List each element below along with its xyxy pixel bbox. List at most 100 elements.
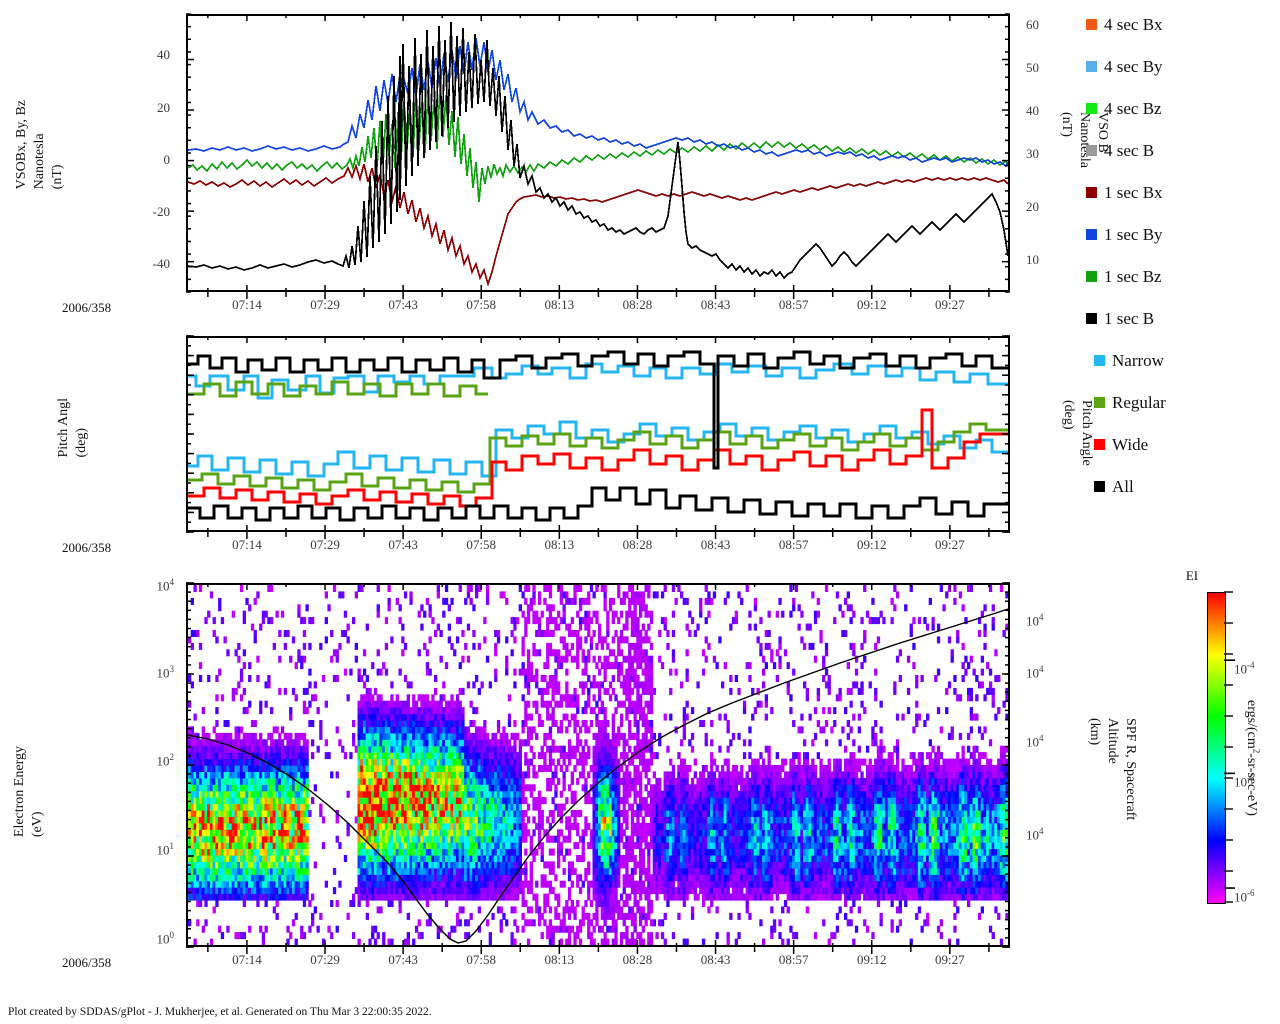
pitch-angle-plot-canvas <box>188 350 1008 522</box>
xtick-08-13: 08:13 <box>544 297 575 312</box>
colorbar-tick-1e-4: 10-4 <box>1234 660 1255 677</box>
p3-day-label: 2006/358 <box>62 955 112 970</box>
legend-item-10[interactable]: Wide <box>1094 434 1276 455</box>
magnetic-field-plot-frame <box>186 14 1010 292</box>
colorbar-ticks <box>1224 591 1235 903</box>
colorbar-tick-1e-5: 10-5 <box>1234 773 1255 790</box>
p3-alt-tick-1: 104 <box>1026 612 1044 629</box>
legend-item-3[interactable]: 4 sec B <box>1086 140 1276 161</box>
p3-ytick-1e3: 103 <box>156 664 175 681</box>
legend-label-4sec-b: 4 sec B <box>1104 140 1155 160</box>
legend-label-narrow: Narrow <box>1112 350 1164 370</box>
xtick-07-14: 07:14 <box>232 952 262 967</box>
xtick-08-28: 08:28 <box>622 297 653 312</box>
p1-ytick-right-10: 10 <box>1026 252 1039 267</box>
legend-item-1[interactable]: 4 sec By <box>1086 56 1276 77</box>
xtick-07-43: 07:43 <box>388 952 418 967</box>
p3-right-axis-line3: (km) <box>1087 718 1102 746</box>
p3-alt-tick-2: 104 <box>1026 664 1044 681</box>
legend-label-1sec-by: 1 sec By <box>1104 224 1163 244</box>
p1-ytick-left-40: 40 <box>157 47 170 62</box>
legend-item-4[interactable]: 1 sec Bx <box>1086 182 1276 203</box>
footer-credit: Plot created by SDDAS/gPlot - J. Mukherj… <box>8 1006 432 1018</box>
p1-left-axis-line3: (nT) <box>50 164 65 190</box>
legend-item-7[interactable]: 1 sec B <box>1086 308 1276 329</box>
xtick-07-14: 07:14 <box>232 297 262 312</box>
legend-label-1sec-bz: 1 sec Bz <box>1104 266 1162 286</box>
series-narrow <box>188 362 1008 400</box>
xtick-07-58: 07:58 <box>466 297 497 312</box>
legend-swatch-narrow <box>1094 355 1105 366</box>
p3-right-axis-title: (km) Altitude SPF R, Spacecraft <box>1086 718 1138 820</box>
series-regular-hi <box>188 380 488 398</box>
xtick-08-13: 08:13 <box>544 537 575 552</box>
colorbar <box>1207 592 1226 904</box>
xtick-09-27: 09:27 <box>935 952 965 967</box>
xtick-09-12: 09:12 <box>856 952 887 967</box>
series-1sec-b <box>188 21 1008 280</box>
legend-label-4sec-bx: 4 sec Bx <box>1104 14 1163 34</box>
legend-item-6[interactable]: 1 sec Bz <box>1086 266 1276 287</box>
xtick-09-27: 09:27 <box>935 297 965 312</box>
legend-item-11[interactable]: All <box>1094 476 1276 497</box>
p3-ytick-1e0: 100 <box>156 930 175 947</box>
p2-left-axis-title: Pitch Angl (deg) <box>56 398 90 458</box>
legend-item-8[interactable]: Narrow <box>1094 350 1276 371</box>
p2-left-axis-line2: (deg) <box>74 427 89 458</box>
p3-left-axis-line2: (eV) <box>30 811 45 838</box>
legend-swatch-wide <box>1094 439 1105 450</box>
xtick-07-58: 07:58 <box>466 537 497 552</box>
xtick-08-28: 08:28 <box>622 537 653 552</box>
p2-right-axis-line2: (deg) <box>1061 400 1076 430</box>
p3-right-axis-line2: Altitude <box>1105 718 1120 764</box>
legend-label-all: All <box>1112 476 1134 496</box>
p1-ytick-left--20: -20 <box>152 204 170 219</box>
legend-item-0[interactable]: 4 sec Bx <box>1086 14 1276 35</box>
p1-right-axis-line1: VSO B <box>1095 112 1110 153</box>
xtick-09-12: 09:12 <box>856 537 887 552</box>
xtick-08-43: 08:43 <box>700 952 731 967</box>
xtick-08-57: 08:57 <box>778 952 809 967</box>
xtick-08-13: 08:13 <box>544 952 575 967</box>
series-1sec-bz <box>188 85 1008 203</box>
legend-item-5[interactable]: 1 sec By <box>1086 224 1276 245</box>
legend-label-4sec-bz: 4 sec Bz <box>1104 98 1162 118</box>
colorbar-units: ergs/(cm2-sr-sec-eV) <box>1243 700 1262 816</box>
legend-swatch-all <box>1094 481 1105 492</box>
series-1sec-bx <box>188 163 1008 287</box>
xtick-07-43: 07:43 <box>388 537 418 552</box>
spectrogram-plot-canvas <box>188 585 1008 945</box>
p3-alt-tick-4: 104 <box>1026 826 1044 843</box>
p2-ticks <box>186 335 1010 539</box>
p3-ytick-1e4: 104 <box>156 577 175 594</box>
magnetic-field-plot-canvas <box>188 21 1008 287</box>
p1-left-axis-title: VSOBx, By, Bz Nanotesla (nT) <box>14 100 66 189</box>
xtick-07-58: 07:58 <box>466 952 497 967</box>
p1-ytick-right-20: 20 <box>1026 199 1039 214</box>
p1-ytick-right-60: 60 <box>1026 17 1039 32</box>
p1-right-axis-line3: (nT) <box>1059 112 1074 137</box>
legend-label-1sec-bx: 1 sec Bx <box>1104 182 1163 202</box>
p2-day-label: 2006/358 <box>62 540 112 555</box>
xtick-07-29: 07:29 <box>310 952 340 967</box>
colorbar-tick-1e-6: 10-6 <box>1234 888 1255 905</box>
p2-left-axis-line1: Pitch Angl <box>56 398 71 458</box>
legend-item-2[interactable]: 4 sec Bz <box>1086 98 1276 119</box>
legend-item-9[interactable]: Regular <box>1094 392 1276 413</box>
p1-ytick-left-20: 20 <box>157 100 170 115</box>
p1-ytick-left--40: -40 <box>152 256 170 271</box>
xtick-08-57: 08:57 <box>778 537 809 552</box>
xtick-07-14: 07:14 <box>232 537 262 552</box>
p1-ytick-right-40: 40 <box>1026 103 1039 118</box>
legend-swatch-1sec-bz <box>1086 271 1097 282</box>
p1-ytick-right-50: 50 <box>1026 60 1039 75</box>
spacecraft-altitude-trace <box>188 608 1008 944</box>
p1-ytick-left-0: 0 <box>163 152 171 167</box>
legend-swatch-4sec-b <box>1086 145 1097 156</box>
p3-left-axis-title: Electron Energy (eV) <box>12 746 46 837</box>
xtick-08-43: 08:43 <box>700 297 731 312</box>
p3-ytick-1e1: 101 <box>156 841 175 858</box>
p3-ticks <box>186 582 1010 954</box>
xtick-07-43: 07:43 <box>388 297 418 312</box>
legend-swatch-4sec-bz <box>1086 103 1097 114</box>
